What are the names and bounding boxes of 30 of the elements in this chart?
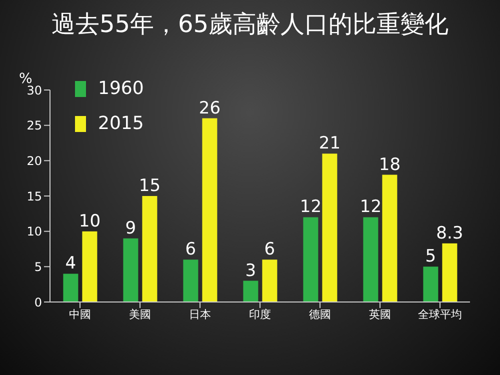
data-label: 6	[264, 240, 276, 260]
y-tick-label: 5	[34, 260, 42, 274]
data-label: 5	[425, 246, 436, 267]
legend-label: 2015	[97, 113, 144, 134]
x-tick-label: 中國	[69, 308, 91, 321]
data-label: 8.3	[436, 223, 464, 244]
y-tick-label: 20	[26, 154, 42, 168]
legend-label: 1960	[97, 78, 144, 99]
y-tick-label: 0	[34, 295, 42, 310]
data-label: 12	[360, 197, 382, 218]
chart-title: 過去55年，65歲高齡人口的比重變化	[50, 9, 450, 40]
x-tick-label: 美國	[129, 308, 151, 321]
x-tick-label: 全球平均	[418, 308, 462, 321]
y-tick-label: 25	[26, 118, 42, 133]
data-label: 3	[245, 260, 256, 281]
data-label: 18	[378, 154, 401, 175]
data-label: 6	[185, 240, 196, 260]
y-tick-label: 15	[26, 189, 42, 204]
data-label: 4	[65, 254, 76, 274]
data-label: 12	[300, 197, 322, 218]
x-tick-label: 日本	[189, 308, 211, 321]
data-label: 21	[318, 134, 341, 154]
data-label: 9	[125, 218, 136, 238]
x-tick-label: 印度	[249, 308, 271, 321]
x-tick-label: 德國	[309, 308, 331, 321]
x-tick-label: 英國	[369, 308, 391, 321]
data-label: 26	[198, 98, 221, 118]
data-label: 10	[78, 211, 101, 232]
y-tick-label: 10	[26, 224, 42, 239]
data-label: 15	[138, 176, 161, 196]
